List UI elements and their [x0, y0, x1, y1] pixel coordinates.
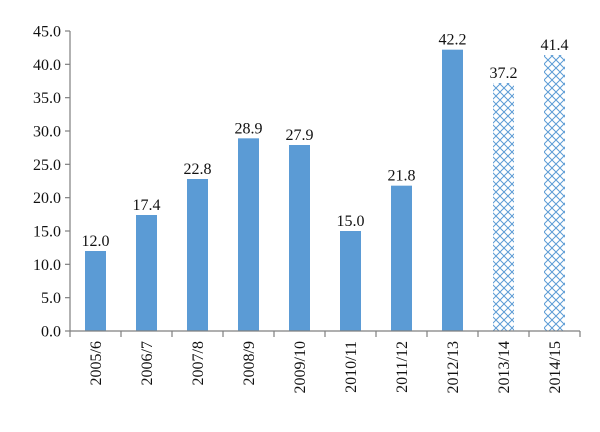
bars-group	[85, 49, 565, 332]
bar-2009-10	[289, 145, 310, 331]
data-label: 12.0	[82, 233, 110, 250]
x-tick-label: 2014/15	[547, 341, 564, 393]
bar-2013-14	[493, 83, 514, 331]
x-tick-label: 2007/8	[190, 341, 207, 385]
data-label: 42.2	[439, 32, 467, 49]
y-tick-label: 10.0	[33, 257, 61, 274]
x-tick-label: 2011/12	[394, 341, 411, 393]
bar-2007-8	[187, 179, 208, 331]
x-tick-label: 2006/7	[139, 341, 156, 385]
x-tick-label: 2012/13	[445, 341, 462, 393]
bar-2011-12	[391, 185, 412, 331]
x-tick-label: 2008/9	[241, 341, 258, 385]
data-label: 41.4	[541, 37, 569, 54]
y-tick-label: 30.0	[33, 124, 61, 141]
axes-group: 0.0 5.0 10.0 15.0 20.0 25.0 30.0 35.0 40.0 45.0 20…	[33, 24, 581, 393]
y-tick-label: 15.0	[33, 224, 61, 241]
y-tick-label: 20.0	[33, 190, 61, 207]
bar-2006-7	[136, 215, 157, 331]
y-tick-label: 5.0	[41, 290, 61, 307]
data-label: 22.8	[184, 161, 212, 178]
data-labels-group: 12.0 17.4 22.8 28.9 27.9 15.0 21.8 42.2 37.2 41.4	[82, 32, 569, 250]
x-tick-label: 2013/14	[496, 341, 513, 393]
bar-2008-9	[238, 138, 259, 331]
y-tick-label: 0.0	[41, 324, 61, 341]
bar-2014-15	[544, 55, 565, 331]
y-tick-label: 40.0	[33, 57, 61, 74]
data-label: 21.8	[388, 168, 416, 185]
data-label: 27.9	[286, 127, 314, 144]
x-tick-label: 2009/10	[292, 341, 309, 393]
bar-2010-11	[340, 231, 361, 331]
bar-2005-6	[85, 251, 106, 331]
bar-2012-13	[442, 49, 463, 332]
data-label: 37.2	[490, 65, 518, 82]
y-tick-label: 45.0	[33, 24, 61, 41]
data-label: 15.0	[337, 213, 365, 230]
y-tick-label: 35.0	[33, 90, 61, 107]
data-label: 28.9	[235, 120, 263, 137]
x-tick-label: 2005/6	[88, 341, 105, 385]
y-tick-label: 25.0	[33, 157, 61, 174]
x-tick-label: 2010/11	[343, 341, 360, 393]
data-label: 17.4	[133, 197, 161, 214]
